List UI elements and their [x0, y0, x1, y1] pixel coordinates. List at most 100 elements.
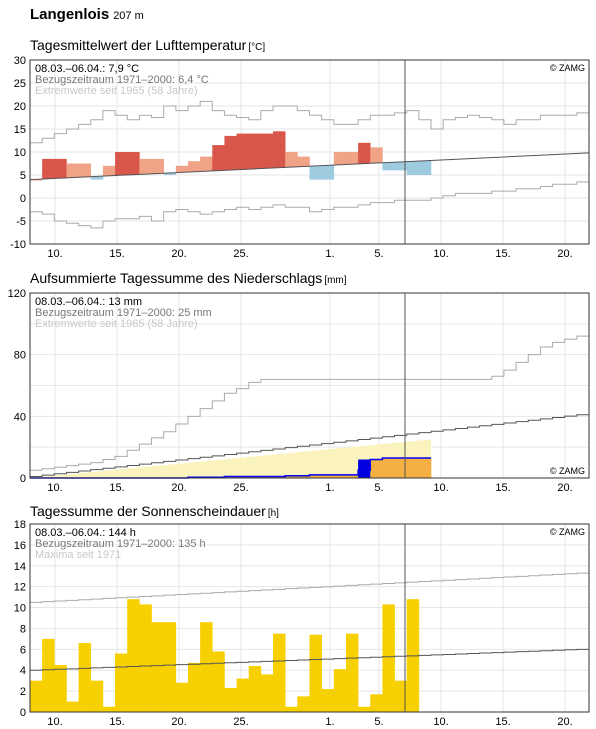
extreme-min-line [30, 181, 589, 229]
legend-line: Extremwerte seit 1965 (58 Jahre) [35, 318, 198, 330]
sunshine-bar [224, 687, 237, 712]
normal-line [30, 648, 589, 671]
sunshine-bar [78, 643, 92, 712]
temperature-bar [297, 156, 310, 167]
temperature-bar [127, 152, 140, 175]
normal-line [29, 152, 590, 181]
temperature-bar [66, 163, 79, 178]
precipitation-chart: 120 80 40 0 10. 15. 20. 25. 1. 5. 10. 15. 20. 08.03.–… [8, 288, 590, 494]
temperature-chart: 30 25 20 15 10 5 0 -5 -10 10. 15. 20. 25. 1. 5. 10. 15. 2… [10, 55, 590, 260]
x-tick-label: 20. [557, 482, 572, 494]
precip-bar [297, 475, 310, 478]
plot-border [29, 59, 590, 245]
temperature-unit: [°C] [248, 42, 266, 53]
sunshine-bar [260, 674, 274, 712]
sunshine-bar [285, 706, 298, 712]
precip-bar [418, 457, 432, 478]
sunshine-unit: [h] [267, 508, 279, 519]
temperature-bar [285, 152, 298, 168]
precip-bar [382, 457, 395, 478]
y-tick-label: 18 [14, 519, 26, 531]
x-tick-label: 1. [325, 482, 334, 494]
y-tick-label: 40 [14, 411, 26, 423]
x-tick-label: 20. [557, 716, 572, 728]
y-tick-label: 10 [14, 603, 26, 615]
y-tick-label: 15 [14, 124, 26, 136]
sunshine-bar [102, 706, 116, 712]
precip-bar [370, 459, 383, 478]
legend-line: 08.03.–06.04.: 7,9 °C [35, 63, 139, 75]
x-tick-label: 20. [171, 482, 186, 494]
sunshine-bar [345, 633, 359, 712]
temperature-bar [394, 161, 408, 171]
copyright-label: © ZAMG [550, 527, 585, 537]
legend-line: 08.03.–06.04.: 13 mm [35, 296, 142, 308]
temperature-bar [90, 176, 104, 180]
legend-line: Bezugszeitraum 1971–2000: 6,4 °C [35, 74, 209, 86]
precip-bar [406, 457, 420, 478]
y-tick-label: 10 [14, 147, 26, 159]
temperature-bar [151, 158, 164, 174]
extreme-max-line [30, 100, 589, 144]
y-tick-label: 0 [20, 473, 26, 485]
sunshine-bar [163, 622, 177, 712]
x-tick-label: 20. [171, 248, 186, 260]
temperature-bar [370, 147, 383, 163]
precip-bar [321, 474, 335, 478]
sunshine-bar [309, 634, 322, 712]
y-tick-label: 16 [14, 540, 26, 552]
temperature-bar [382, 162, 395, 171]
y-tick-label: 80 [14, 350, 26, 362]
temperature-bar [212, 145, 225, 171]
x-tick-label: 15. [495, 482, 510, 494]
temperature-bar [345, 152, 359, 165]
sunshine-bar [115, 653, 128, 712]
y-tick-label: 14 [14, 561, 26, 573]
x-tick-label: 5. [374, 716, 383, 728]
x-tick-label: 10. [47, 248, 62, 260]
temperature-bar [224, 135, 237, 171]
x-tick-label: 25. [233, 716, 248, 728]
sunshine-bar [187, 662, 201, 712]
plot-border [29, 292, 590, 479]
legend-line: 08.03.–06.04.: 144 h [35, 527, 136, 539]
panel-title-temperature: Tagesmittelwert der Lufttemperatur [°C] [30, 37, 265, 53]
precip-bar [394, 457, 408, 478]
sunshine-bar [333, 669, 347, 712]
precip-bar [224, 476, 237, 478]
sunshine-bar [90, 680, 104, 712]
temperature-bar [406, 161, 420, 175]
temperature-bar [321, 165, 335, 180]
y-tick-label: 8 [20, 623, 26, 635]
precip-bar [260, 476, 274, 478]
y-tick-label: 30 [14, 55, 26, 67]
legend-line: Maxima seit 1971 [35, 549, 121, 561]
x-tick-label: 15. [109, 716, 124, 728]
precip-bar [309, 474, 322, 478]
temperature-bar [139, 158, 152, 175]
temperature-bar [54, 158, 67, 179]
x-tick-label: 20. [557, 248, 572, 260]
precipitation-title: Aufsummierte Tagessumme des Niederschlag… [30, 270, 323, 286]
temperature-bar [175, 165, 189, 173]
normal-line [30, 414, 589, 477]
station-elevation: 207 m [113, 10, 144, 22]
copyright-label: © ZAMG [550, 466, 585, 476]
max-line [30, 572, 589, 603]
y-tick-label: -5 [16, 216, 26, 228]
temperature-bar [200, 156, 213, 172]
temperature-bar [358, 142, 371, 164]
sunshine-bar [42, 638, 55, 712]
temperature-bar [102, 165, 116, 177]
y-tick-label: 0 [20, 707, 26, 719]
sunshine-bar [297, 696, 310, 712]
x-tick-label: 15. [495, 716, 510, 728]
temperature-bar [42, 158, 55, 180]
temperature-bar [309, 165, 322, 180]
x-tick-label: 10. [433, 248, 448, 260]
y-tick-label: 12 [14, 582, 26, 594]
y-tick-label: -10 [10, 239, 26, 251]
station-name: Langenlois [30, 6, 110, 23]
sunshine-bar [66, 701, 79, 712]
temperature-bar [236, 133, 250, 170]
